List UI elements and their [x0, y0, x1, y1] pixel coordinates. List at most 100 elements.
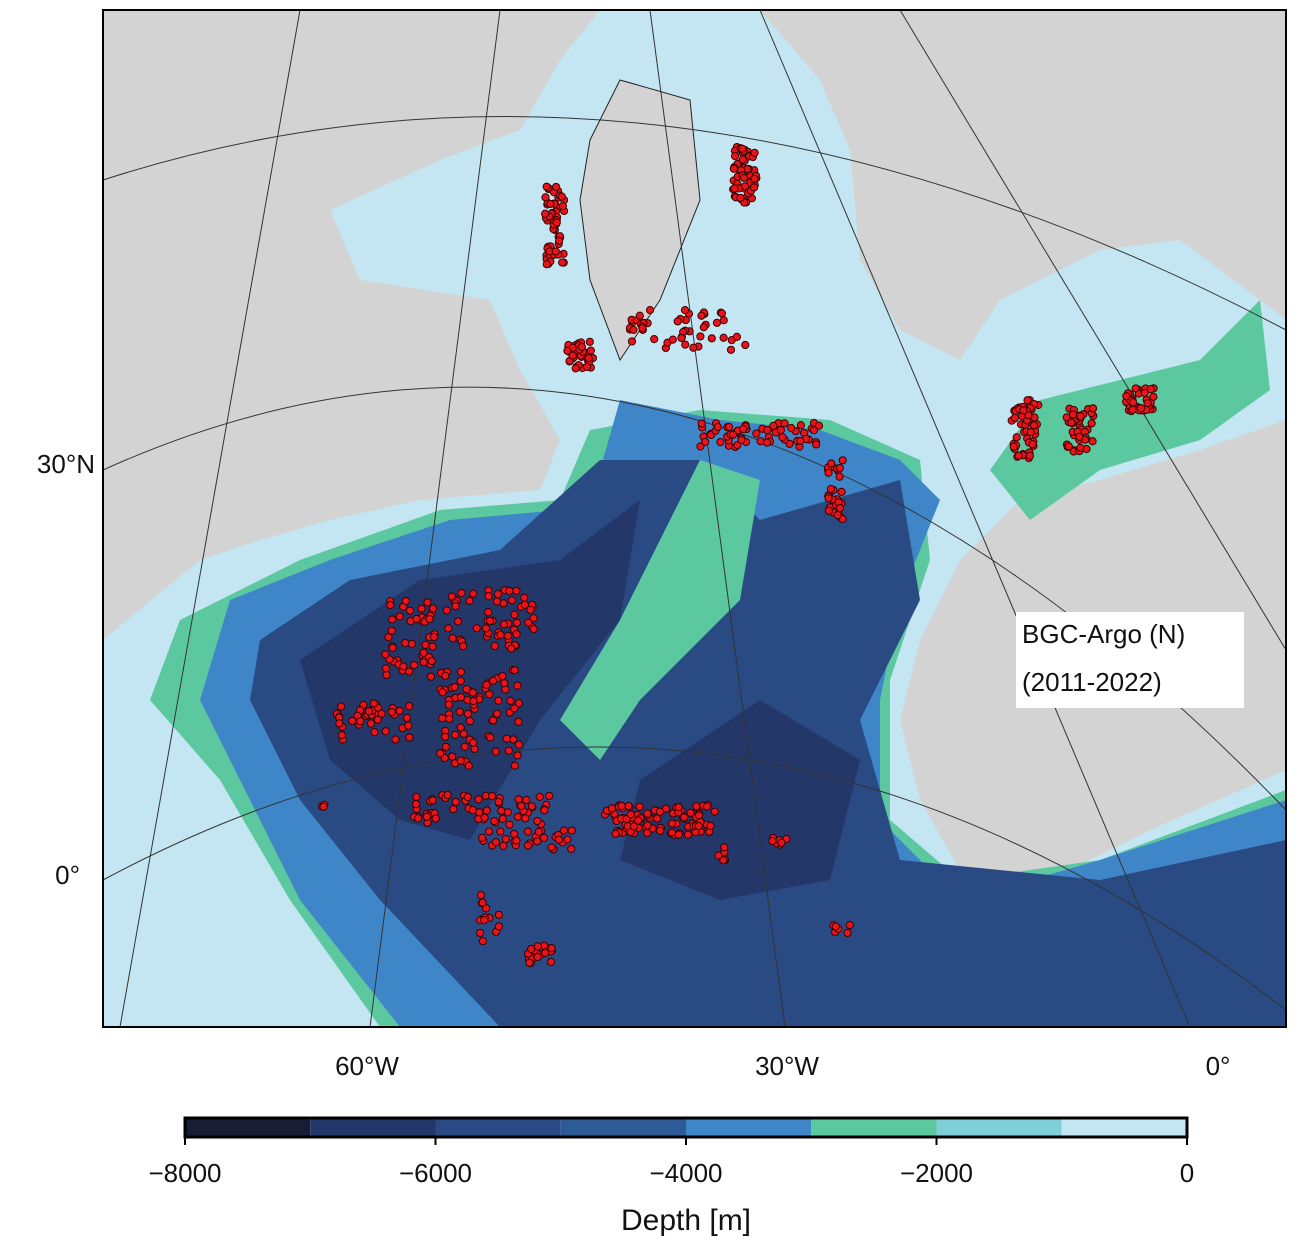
float-position	[716, 438, 725, 447]
float-position	[441, 671, 450, 680]
float-position	[401, 596, 411, 606]
float-position	[522, 795, 531, 805]
float-position	[1028, 440, 1037, 449]
float-position	[401, 638, 410, 648]
float-position	[567, 844, 576, 853]
float-position	[319, 802, 328, 811]
float-position	[586, 346, 595, 355]
float-position	[436, 749, 445, 758]
float-position	[655, 807, 664, 816]
float-position	[686, 808, 695, 817]
float-position	[335, 719, 344, 728]
float-position	[1029, 421, 1039, 430]
float-position	[395, 706, 404, 716]
float-position	[469, 697, 478, 706]
float-position	[577, 342, 587, 352]
float-position	[551, 182, 561, 192]
float-position	[441, 732, 450, 741]
float-position	[833, 511, 842, 520]
float-position	[487, 791, 497, 801]
float-position	[726, 345, 736, 354]
float-position	[653, 814, 662, 823]
float-position	[1012, 433, 1021, 442]
float-position	[827, 459, 836, 468]
float-position	[468, 688, 478, 697]
float-position	[699, 323, 708, 332]
float-position	[1009, 442, 1018, 451]
float-position	[667, 819, 677, 828]
float-position	[502, 734, 511, 743]
float-position	[431, 814, 440, 823]
argo-floats	[317, 142, 1158, 968]
float-position	[1025, 451, 1035, 460]
float-position	[523, 841, 533, 850]
float-position	[719, 856, 728, 865]
float-position	[514, 795, 523, 804]
float-position	[412, 792, 421, 802]
lon-label: 60°W	[335, 1051, 399, 1081]
float-position	[769, 421, 778, 430]
float-position	[512, 630, 521, 639]
float-position	[567, 826, 576, 835]
float-position	[525, 958, 534, 967]
colorbar-tick-label: −8000	[148, 1158, 221, 1188]
float-position	[643, 809, 652, 818]
greenland	[579, 79, 701, 362]
float-position	[469, 589, 478, 598]
float-position	[627, 337, 637, 346]
float-position	[737, 435, 746, 444]
float-position	[370, 728, 379, 737]
float-position	[643, 821, 652, 830]
float-position	[1149, 392, 1158, 401]
float-position	[1067, 418, 1076, 427]
float-position	[1140, 388, 1149, 398]
float-position	[364, 707, 374, 716]
float-position	[694, 811, 704, 820]
float-position	[493, 589, 503, 599]
float-position	[527, 944, 536, 954]
float-position	[824, 506, 834, 515]
float-position	[405, 606, 415, 615]
float-position	[750, 183, 759, 192]
float-position	[443, 790, 452, 800]
float-position	[674, 830, 683, 839]
float-position	[427, 656, 436, 666]
float-position	[692, 802, 701, 811]
graticule	[103, 10, 1286, 1027]
float-position	[491, 747, 500, 756]
float-position	[480, 813, 489, 822]
colorbar-tick-label: −4000	[649, 1158, 722, 1188]
float-position	[491, 837, 501, 847]
float-position	[824, 468, 833, 477]
float-position	[442, 606, 451, 615]
float-position	[512, 586, 521, 596]
float-position	[712, 318, 722, 327]
float-position	[482, 680, 491, 689]
float-position	[762, 438, 772, 447]
float-position	[421, 640, 430, 649]
float-position	[512, 618, 522, 627]
map-frame	[102, 9, 1287, 1028]
float-position	[492, 597, 502, 606]
float-position	[738, 144, 747, 153]
float-position	[552, 218, 561, 227]
float-position	[547, 944, 556, 953]
legend-box	[1016, 612, 1244, 708]
float-position	[477, 833, 487, 842]
float-position	[485, 616, 495, 626]
float-position	[812, 440, 821, 449]
float-position	[617, 801, 626, 811]
float-position	[780, 419, 789, 428]
float-position	[520, 600, 529, 609]
float-position	[607, 804, 617, 813]
float-position	[429, 604, 438, 613]
float-position	[387, 707, 396, 717]
float-position	[1014, 451, 1023, 460]
float-position	[835, 463, 844, 473]
float-position	[558, 258, 567, 267]
float-position	[478, 936, 488, 946]
float-position	[714, 851, 723, 860]
float-position	[514, 717, 523, 726]
float-position	[444, 624, 453, 633]
float-position	[689, 343, 698, 352]
